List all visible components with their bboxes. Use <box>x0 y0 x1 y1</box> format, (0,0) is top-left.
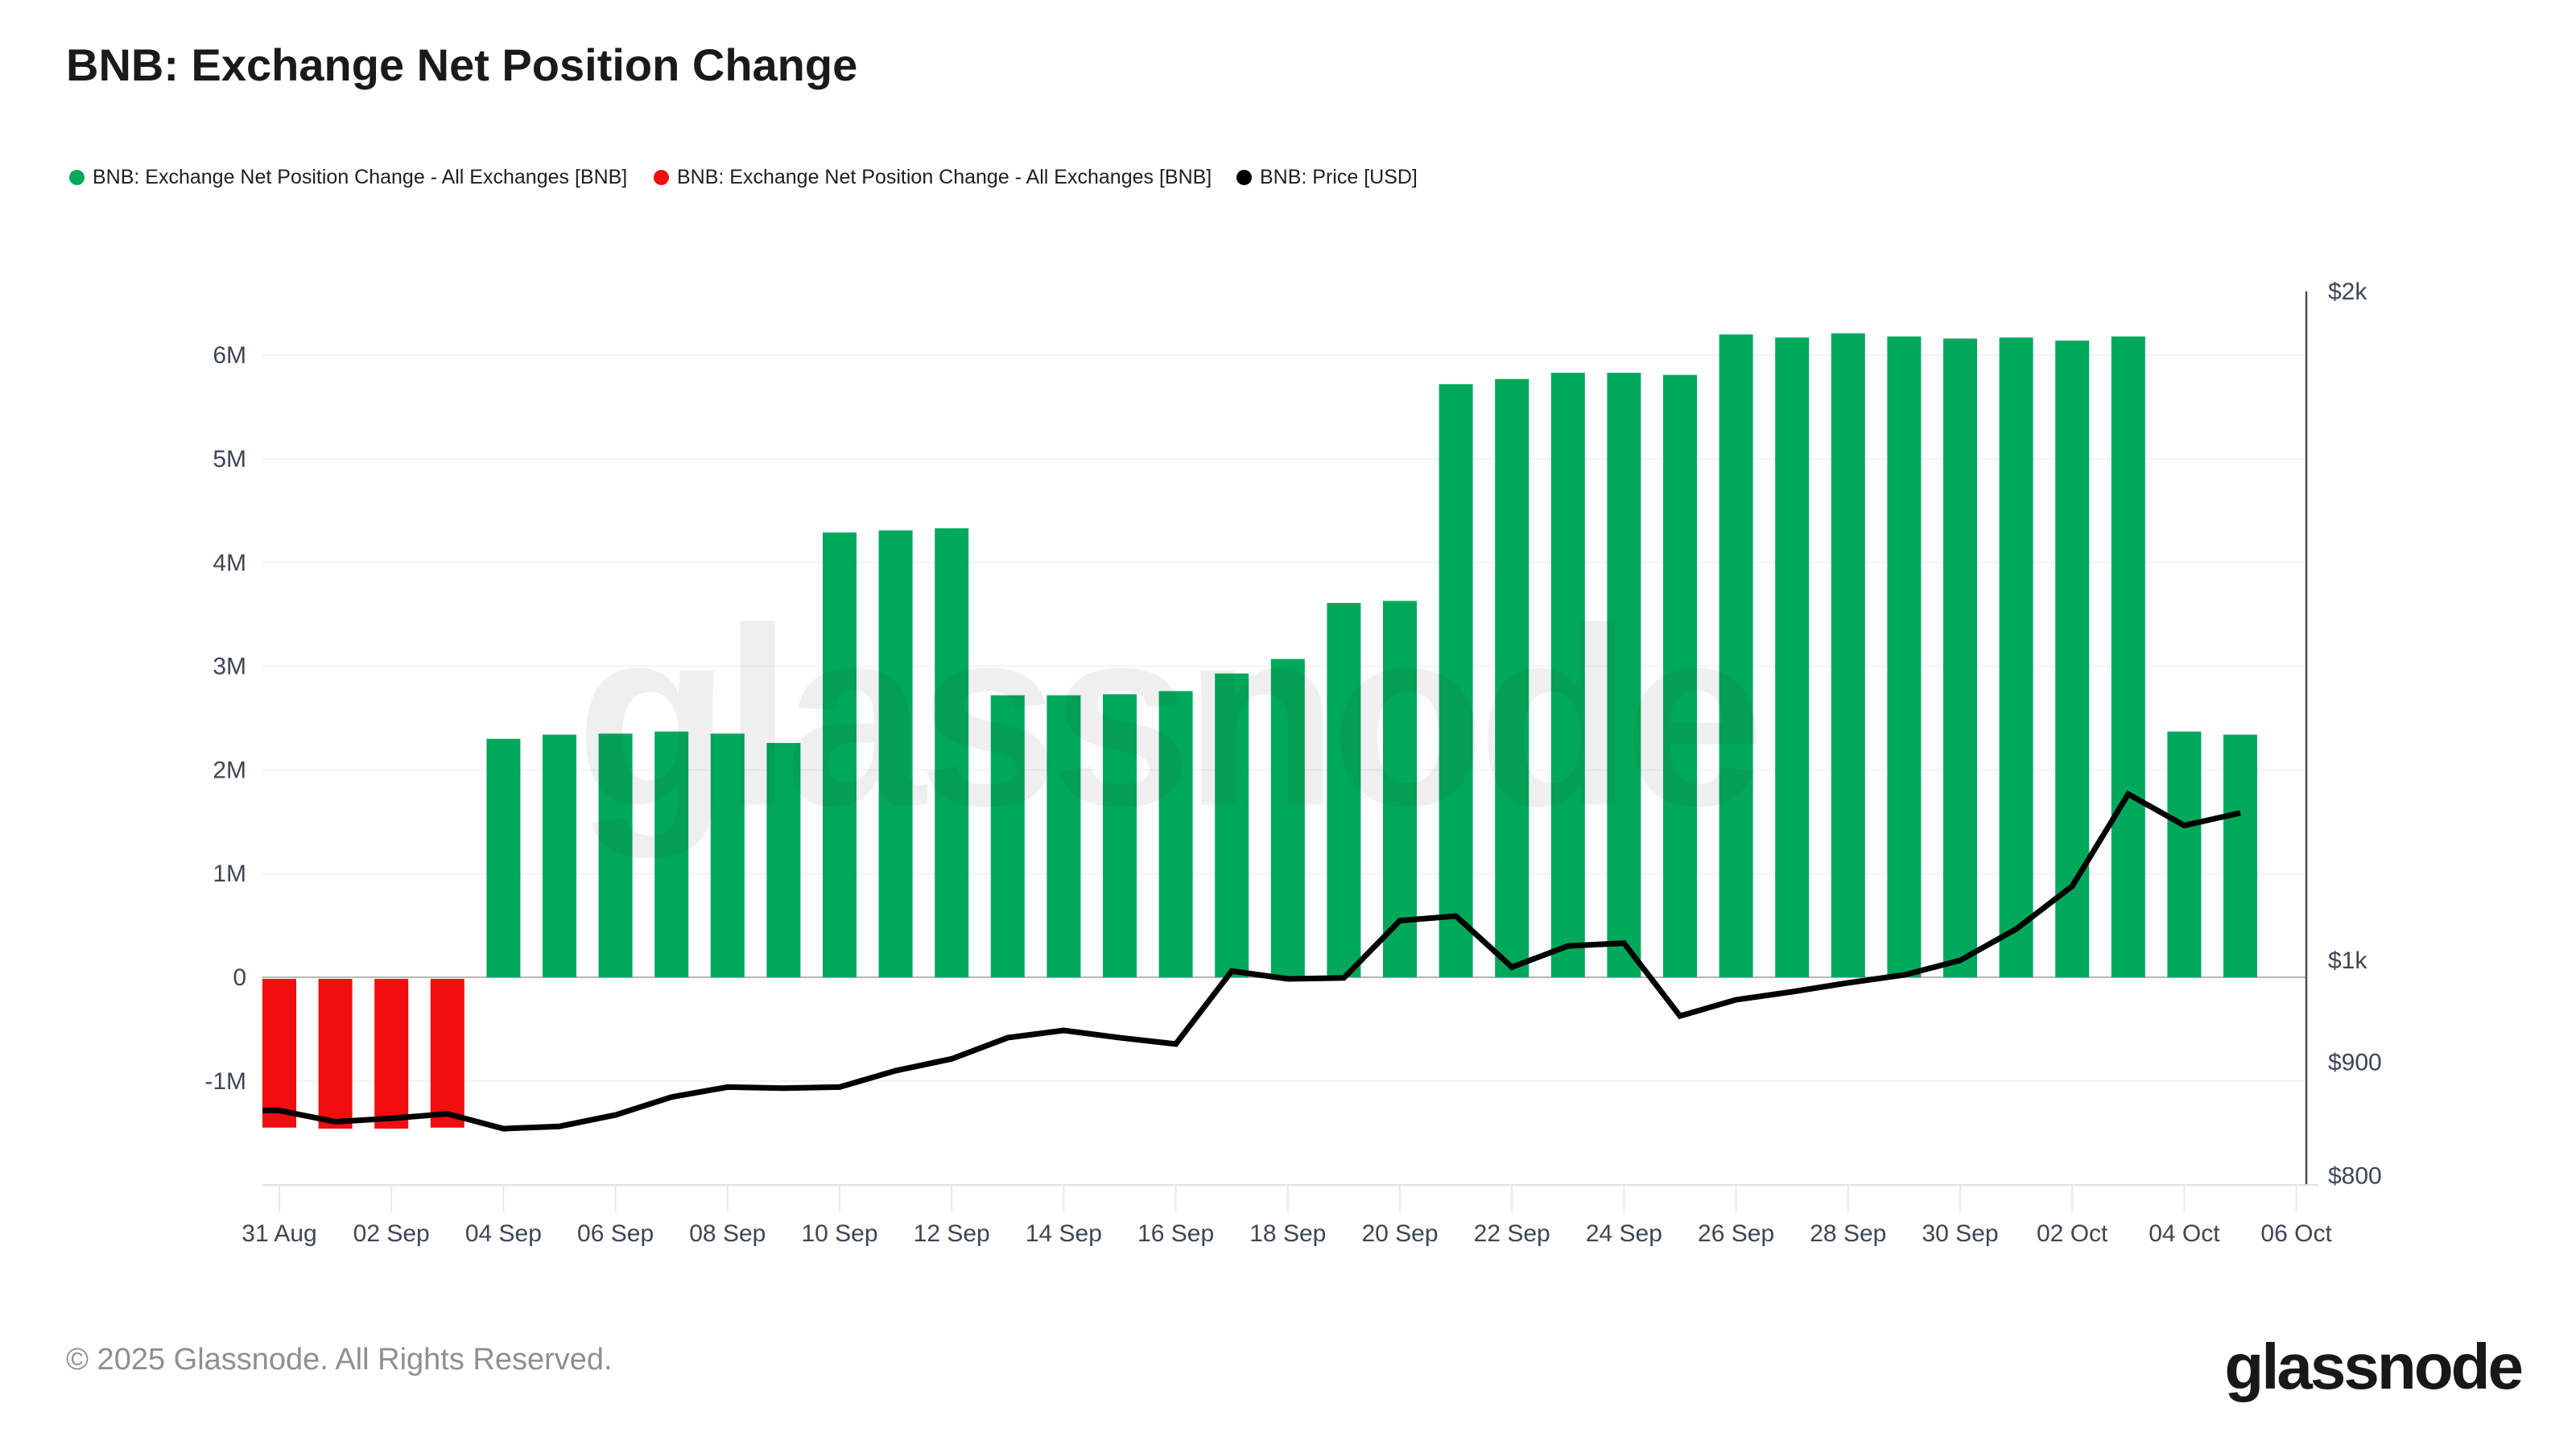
bar-10-Sep[interactable] <box>823 532 857 977</box>
bar-05-Oct[interactable] <box>2223 734 2257 977</box>
page-title: BNB: Exchange Net Position Change <box>66 39 858 90</box>
bar-26-Sep[interactable] <box>1719 334 1753 977</box>
x-axis-tick-label: 28 Sep <box>1810 1220 1886 1247</box>
legend-item-price[interactable]: BNB: Price [USD] <box>1236 166 1418 193</box>
right-axis-tick-label: $1k <box>2328 947 2368 974</box>
bar-22-Sep[interactable] <box>1495 378 1530 978</box>
bar-23-Sep[interactable] <box>1550 373 1585 977</box>
left-axis-tick-label: 0 <box>233 964 246 991</box>
x-axis-tick-label: 02 Sep <box>353 1220 430 1247</box>
legend-item-net-position-positive[interactable]: BNB: Exchange Net Position Change - All … <box>69 166 627 193</box>
bar-04-Oct[interactable] <box>2167 731 2202 977</box>
bar-14-Sep[interactable] <box>1046 695 1081 977</box>
bar-01-Sep[interactable] <box>318 979 353 1129</box>
bar-25-Sep[interactable] <box>1663 374 1697 977</box>
right-axis-tick-label: $900 <box>2328 1049 2382 1075</box>
bar-21-Sep[interactable] <box>1439 384 1473 977</box>
bar-11-Sep[interactable] <box>878 530 913 977</box>
right-axis-tick-label: $800 <box>2328 1163 2382 1190</box>
bar-28-Sep[interactable] <box>1831 333 1865 978</box>
bar-19-Sep[interactable] <box>1327 603 1361 977</box>
copyright-text: © 2025 Glassnode. All Rights Reserved. <box>66 1343 613 1377</box>
legend-label: BNB: Exchange Net Position Change - All … <box>93 166 628 188</box>
bar-17-Sep[interactable] <box>1215 673 1249 977</box>
x-axis-tick-label: 04 Sep <box>465 1220 542 1247</box>
x-axis-tick-label: 02 Oct <box>2037 1220 2108 1247</box>
x-axis-tick-label: 16 Sep <box>1137 1220 1214 1247</box>
left-axis-tick-label: 5M <box>213 446 246 473</box>
bar-01-Oct[interactable] <box>1999 337 2033 978</box>
legend-label: BNB: Exchange Net Position Change - All … <box>677 166 1212 188</box>
bar-07-Sep[interactable] <box>654 731 689 977</box>
bar-27-Sep[interactable] <box>1775 337 1810 978</box>
bar-03-Oct[interactable] <box>2111 336 2145 977</box>
bar-04-Sep[interactable] <box>486 738 521 977</box>
x-axis-tick-label: 31 Aug <box>242 1220 316 1247</box>
x-axis-tick-label: 14 Sep <box>1026 1220 1102 1247</box>
left-axis-tick-label: 6M <box>213 342 246 369</box>
left-axis-tick-label: 3M <box>213 654 246 680</box>
x-axis-tick-label: 26 Sep <box>1698 1220 1774 1247</box>
x-axis-tick-label: 06 Oct <box>2260 1220 2332 1247</box>
x-axis-tick-label: 12 Sep <box>914 1220 990 1247</box>
bar-30-Sep[interactable] <box>1943 338 1977 977</box>
legend-dot-green-icon <box>69 170 85 185</box>
left-axis-tick-label: 1M <box>213 861 246 887</box>
legend-dot-red-icon <box>654 170 669 185</box>
bar-05-Sep[interactable] <box>543 734 576 977</box>
bar-20-Sep[interactable] <box>1383 601 1417 977</box>
bar-18-Sep[interactable] <box>1270 658 1305 977</box>
bar-03-Sep[interactable] <box>430 979 464 1128</box>
x-axis-tick-label: 06 Sep <box>577 1220 654 1247</box>
x-axis-tick-label: 30 Sep <box>1922 1220 1998 1247</box>
x-axis-tick-label: 04 Oct <box>2149 1220 2220 1247</box>
left-axis-tick-label: 4M <box>213 550 246 576</box>
bar-15-Sep[interactable] <box>1103 694 1137 977</box>
legend-item-net-position-negative[interactable]: BNB: Exchange Net Position Change - All … <box>654 166 1212 193</box>
legend-label: BNB: Price [USD] <box>1260 166 1418 188</box>
left-axis-tick-label: -1M <box>204 1068 246 1095</box>
glassnode-logo[interactable]: glassnode <box>2224 1331 2524 1402</box>
bar-12-Sep[interactable] <box>935 528 969 977</box>
bar-31-Aug[interactable] <box>262 979 296 1128</box>
right-axis-tick-label: $2k <box>2328 279 2368 305</box>
x-axis-tick-label: 18 Sep <box>1249 1220 1326 1247</box>
bar-02-Sep[interactable] <box>374 979 409 1129</box>
bar-06-Sep[interactable] <box>598 733 633 977</box>
x-axis-tick-label: 24 Sep <box>1586 1220 1662 1247</box>
x-axis-tick-label: 20 Sep <box>1361 1220 1438 1247</box>
bar-24-Sep[interactable] <box>1607 373 1641 977</box>
x-axis-tick-label: 08 Sep <box>689 1220 766 1247</box>
bar-29-Sep[interactable] <box>1887 336 1922 977</box>
price-line[interactable] <box>262 790 2241 1132</box>
x-axis-tick-label: 10 Sep <box>801 1220 877 1247</box>
x-axis-tick-label: 22 Sep <box>1474 1220 1550 1247</box>
bar-16-Sep[interactable] <box>1158 691 1193 977</box>
bar-13-Sep[interactable] <box>990 695 1025 977</box>
bar-09-Sep[interactable] <box>766 742 801 977</box>
left-axis-tick-label: 2M <box>213 757 246 783</box>
bar-08-Sep[interactable] <box>710 733 745 977</box>
legend-dot-black-icon <box>1236 170 1252 185</box>
